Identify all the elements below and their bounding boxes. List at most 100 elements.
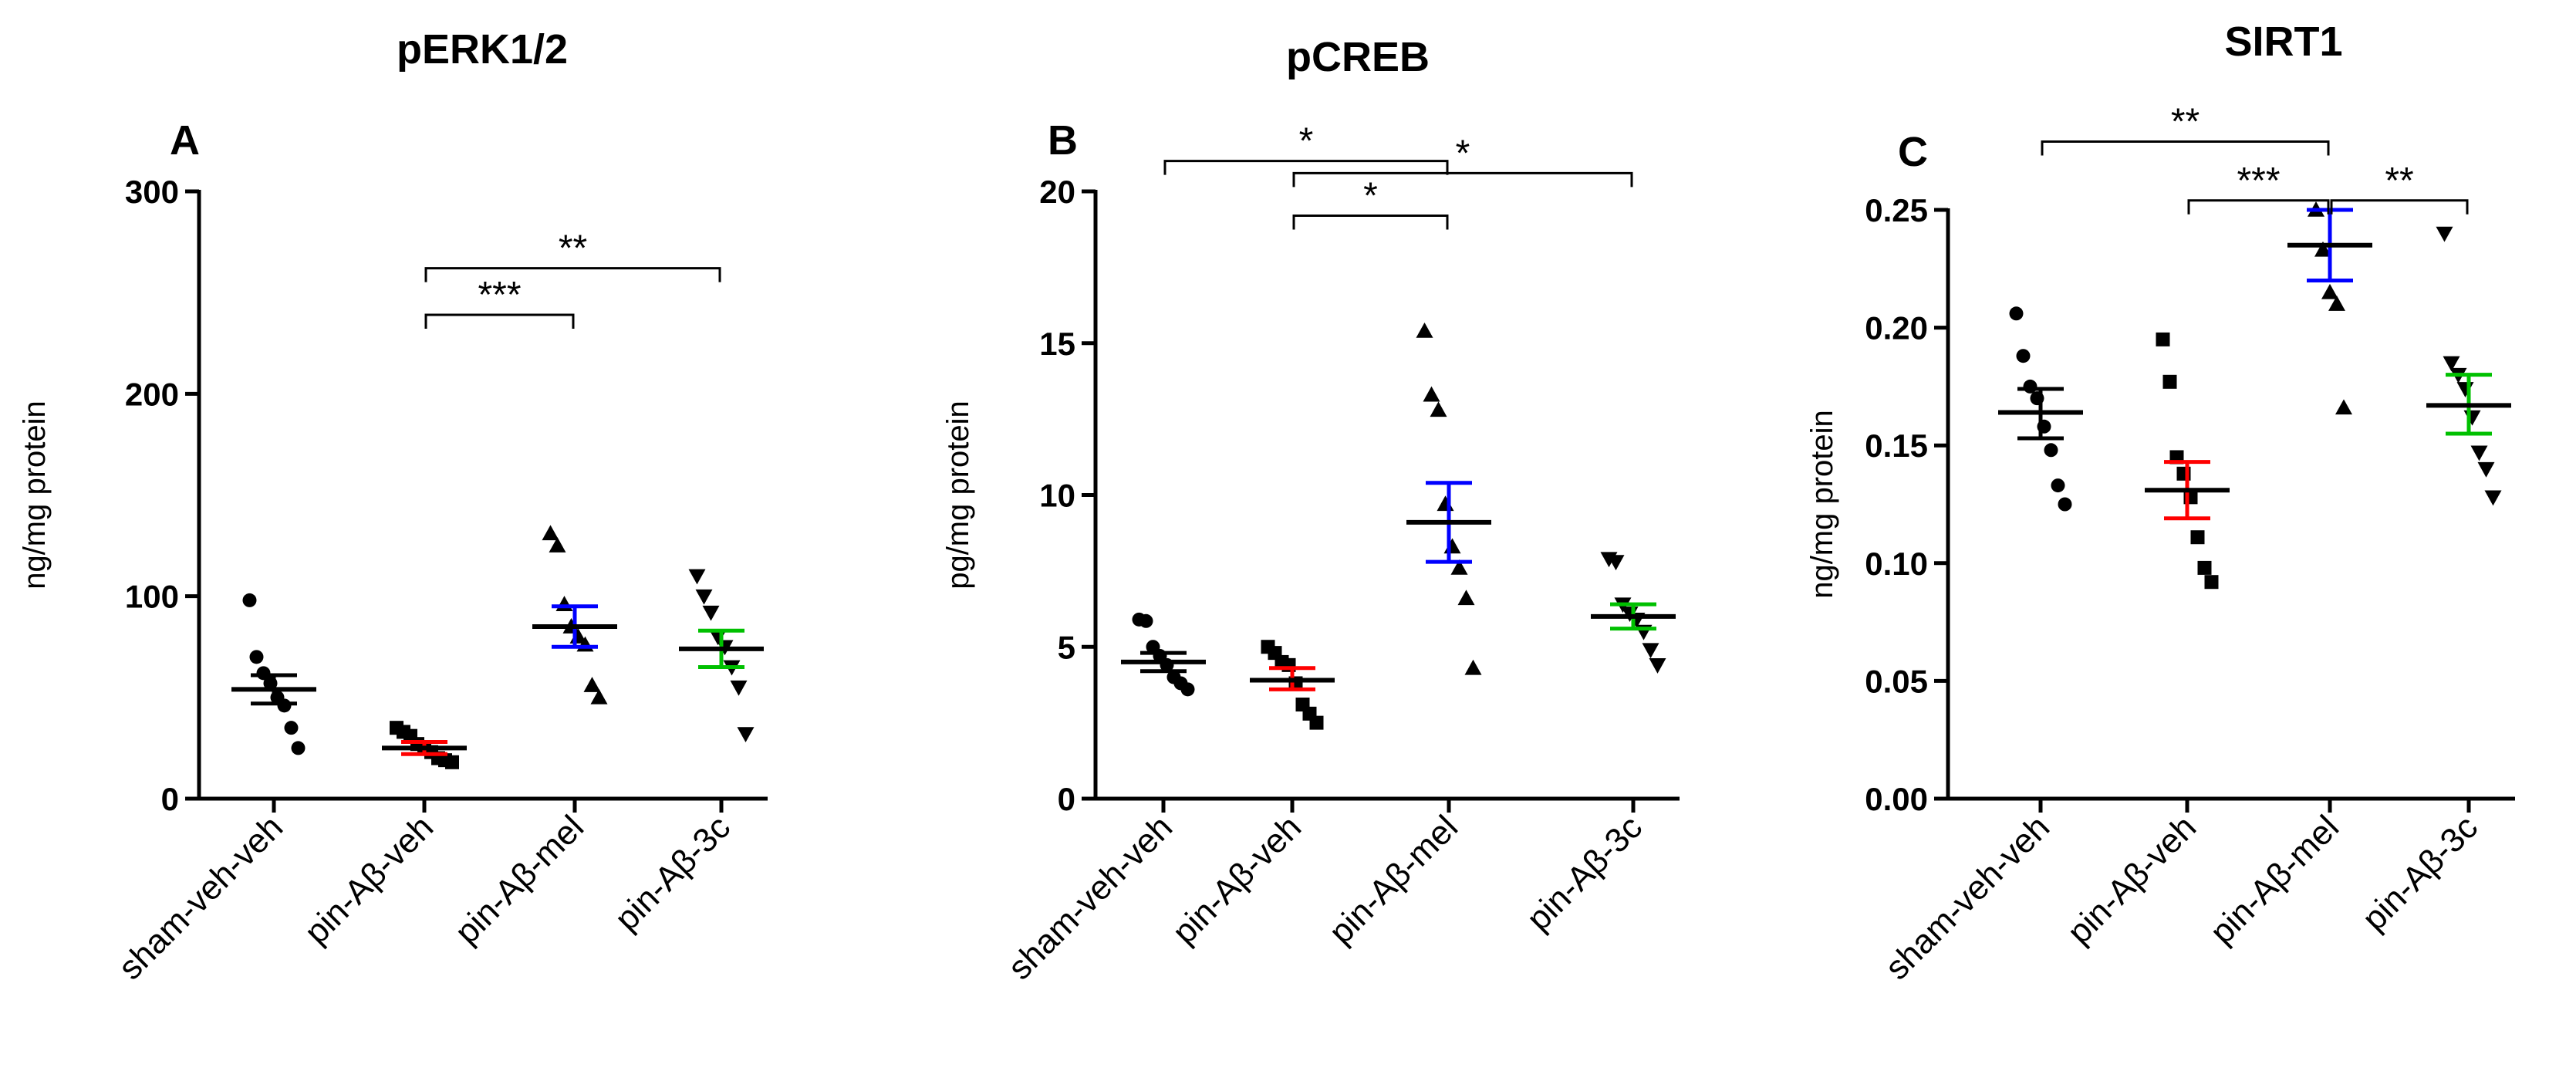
y-axis-label: ng/mg protein <box>1805 410 1839 599</box>
data-point <box>2156 332 2170 346</box>
significance-label: * <box>1299 121 1314 162</box>
data-point <box>1437 495 1454 512</box>
data-point <box>242 593 257 607</box>
x-tick-label: pin-Aβ-mel <box>2203 808 2346 951</box>
y-axis-label: pg/mg protein <box>941 400 975 590</box>
y-tick-label: 0.10 <box>1865 546 1928 582</box>
y-tick-label: 5 <box>1058 629 1075 665</box>
significance-bracket <box>424 313 575 329</box>
data-point <box>2314 241 2331 257</box>
data-point <box>2044 443 2058 458</box>
data-point <box>2204 575 2219 590</box>
x-tick-label: pin-Aβ-3c <box>608 808 738 938</box>
significance-label: * <box>1363 175 1378 216</box>
y-tick-label: 0 <box>1058 781 1075 817</box>
x-tick-label: sham-veh-veh <box>1001 808 1180 987</box>
panel-label: A <box>170 117 200 164</box>
significance-bracket <box>2187 199 2330 215</box>
data-point <box>542 525 559 541</box>
significance-label: ** <box>2171 101 2200 142</box>
y-tick-label: 0.05 <box>1865 663 1928 699</box>
data-point <box>1649 658 1666 674</box>
significance-bracket <box>1163 160 1449 175</box>
x-tick-label: pin-Aβ-mel <box>447 808 591 951</box>
data-point <box>2463 410 2481 426</box>
chart-title: pERK1/2 <box>397 26 568 73</box>
data-point <box>1642 643 1659 659</box>
data-point <box>702 605 720 621</box>
data-point <box>1309 715 1324 730</box>
y-tick-label: 10 <box>1039 478 1075 514</box>
panel-sirt1: SIRT1 C 0.00 0.05 0.10 0.15 0.20 0.25 ng/mg prot… <box>1805 19 2515 987</box>
panel-perk: pERK1/2 A 0 100 200 300 ng/mg protein sham-veh-… <box>18 26 768 987</box>
y-tick-label: 15 <box>1039 326 1075 362</box>
x-tick-label: pin-Aβ-mel <box>1322 808 1465 951</box>
data-point <box>1450 559 1468 575</box>
data-point <box>277 698 292 713</box>
data-point <box>2051 478 2065 493</box>
x-tick-label: sham-veh-veh <box>111 808 290 987</box>
x-tick-label: sham-veh-veh <box>1878 808 2057 987</box>
data-point <box>2436 226 2453 242</box>
y-tick-label: 0.25 <box>1865 192 1928 228</box>
data-point <box>555 596 573 611</box>
data-point <box>249 650 264 664</box>
data-point <box>737 727 755 743</box>
data-point <box>2023 379 2038 394</box>
significance-label: ** <box>2385 161 2413 201</box>
data-point <box>2335 399 2352 415</box>
data-point <box>2443 356 2460 372</box>
data-point <box>1607 555 1625 571</box>
panel-label: C <box>1898 129 1928 175</box>
data-point <box>1416 323 1433 338</box>
x-tick-label: pin-Aβ-3c <box>1520 808 1649 938</box>
data-point <box>2456 382 2474 397</box>
data-point <box>695 589 713 605</box>
y-tick-label: 0.20 <box>1865 310 1928 346</box>
data-point <box>2477 461 2495 478</box>
data-point <box>590 688 608 705</box>
x-tick-label: pin-Aβ-veh <box>1165 808 1308 951</box>
data-point <box>291 741 306 755</box>
y-tick-label: 0.00 <box>1865 781 1928 817</box>
significance-label: ** <box>559 228 587 269</box>
data-point <box>688 569 706 585</box>
significance-bracket <box>1292 171 1633 188</box>
data-point <box>1423 386 1440 402</box>
y-axis-label: ng/mg protein <box>18 400 52 590</box>
data-point <box>2058 497 2072 512</box>
data-point <box>583 677 601 692</box>
data-point <box>2484 490 2502 506</box>
y-tick-label: 200 <box>125 376 179 412</box>
significance-label: *** <box>478 275 521 316</box>
data-point <box>2470 445 2488 461</box>
data-point <box>1430 401 1447 417</box>
data-point <box>1139 613 1153 628</box>
y-tick-label: 0.15 <box>1865 427 1928 464</box>
data-point <box>730 680 748 696</box>
x-tick-label: pin-Aβ-veh <box>2060 808 2203 951</box>
y-tick-label: 0 <box>161 781 179 817</box>
data-point <box>2162 374 2177 389</box>
data-point <box>2328 296 2345 311</box>
significance-bracket <box>2330 199 2469 215</box>
chart-title: SIRT1 <box>2224 19 2342 65</box>
data-point <box>1180 682 1195 697</box>
significance-label: *** <box>2237 161 2280 201</box>
data-point <box>2321 283 2338 299</box>
data-point <box>549 537 566 553</box>
significance-bracket <box>424 267 721 282</box>
data-point <box>284 721 299 735</box>
data-point <box>1464 659 1482 675</box>
x-tick-label: pin-Aβ-3c <box>2355 808 2485 938</box>
significance-bracket <box>1292 214 1449 230</box>
panel-label: B <box>1048 117 1078 164</box>
data-point <box>445 755 459 769</box>
significance-label: * <box>1456 133 1470 174</box>
data-point <box>2197 560 2212 575</box>
significance-bracket <box>2041 140 2330 156</box>
data-point <box>2190 530 2205 545</box>
data-point <box>1457 590 1475 606</box>
